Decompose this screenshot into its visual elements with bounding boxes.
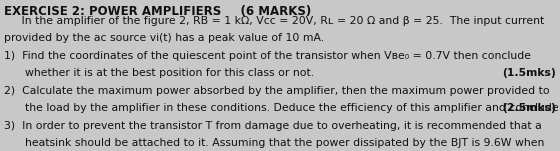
Text: heatsink should be attached to it. Assuming that the power dissipated by the BJT: heatsink should be attached to it. Assum… — [4, 138, 545, 148]
Text: whether it is at the best position for this class or not.: whether it is at the best position for t… — [4, 68, 315, 78]
Text: provided by the ac source vi(t) has a peak value of 10 mA.: provided by the ac source vi(t) has a pe… — [4, 33, 325, 43]
Text: (6 MARKS): (6 MARKS) — [224, 5, 311, 18]
Text: (2.5mks): (2.5mks) — [502, 103, 556, 113]
Text: (1.5mks): (1.5mks) — [502, 68, 556, 78]
Text: the load by the amplifier in these conditions. Deduce the efficiency of this amp: the load by the amplifier in these condi… — [4, 103, 559, 113]
Text: In the amplifier of the figure 2, RB = 1 kΩ, Vcc = 20V, Rʟ = 20 Ω and β = 25.  T: In the amplifier of the figure 2, RB = 1… — [4, 16, 545, 26]
Text: 3)  In order to prevent the transistor T from damage due to overheating, it is r: 3) In order to prevent the transistor T … — [4, 121, 542, 131]
Text: 2)  Calculate the maximum power absorbed by the amplifier, then the maximum powe: 2) Calculate the maximum power absorbed … — [4, 86, 550, 96]
Text: 1)  Find the coordinates of the quiescent point of the transistor when Vве₀ = 0.: 1) Find the coordinates of the quiescent… — [4, 51, 531, 61]
Text: EXERCISE 2: POWER AMPLIFIERS: EXERCISE 2: POWER AMPLIFIERS — [4, 5, 222, 18]
